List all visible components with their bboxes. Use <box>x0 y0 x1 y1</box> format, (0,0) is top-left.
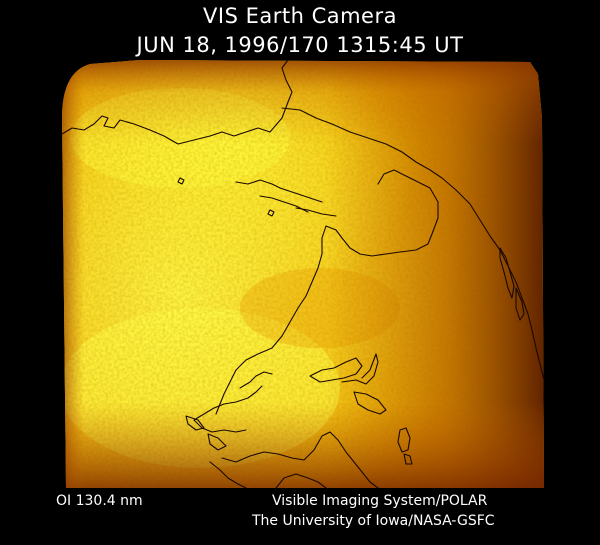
inlet-west-1 <box>207 433 227 451</box>
inlet-north <box>235 179 323 203</box>
coastline-bay <box>215 169 439 415</box>
lake-system-2 <box>341 353 379 385</box>
emission-field <box>62 60 544 488</box>
image-title: VIS Earth Camera <box>203 4 397 28</box>
coastline-overlay <box>61 59 544 488</box>
peninsula-west <box>239 371 273 389</box>
island-east-2 <box>515 287 525 321</box>
inlet-north-2 <box>259 195 309 213</box>
small-island-b <box>267 209 275 217</box>
western-coast <box>193 385 263 421</box>
image-timestamp: JUN 18, 1996/170 1315:45 UT <box>136 33 464 57</box>
earth-camera-image <box>60 58 544 488</box>
western-coast-2 <box>193 419 247 433</box>
island-southeast <box>397 427 411 453</box>
instrument-credit: Visible Imaging System/POLAR <box>272 493 488 509</box>
southern-coast <box>221 431 379 488</box>
inlet-west-2 <box>185 415 205 431</box>
lake-system-3 <box>353 391 387 415</box>
small-island-a <box>177 177 185 185</box>
filter-wavelength-label: OI 130.4 nm <box>56 493 143 509</box>
coastline-east-arc <box>281 107 544 381</box>
island-east-1 <box>499 247 515 299</box>
auroral-image-svg <box>61 59 544 488</box>
inlet-north-3 <box>295 207 337 217</box>
southwest-coast <box>209 461 247 488</box>
coastline-north <box>61 59 293 145</box>
southern-coast-2 <box>275 473 327 488</box>
island-southeast-2 <box>403 453 413 465</box>
lake-system-1 <box>309 357 363 383</box>
institution-credit: The University of Iowa/NASA-GSFC <box>252 513 495 529</box>
